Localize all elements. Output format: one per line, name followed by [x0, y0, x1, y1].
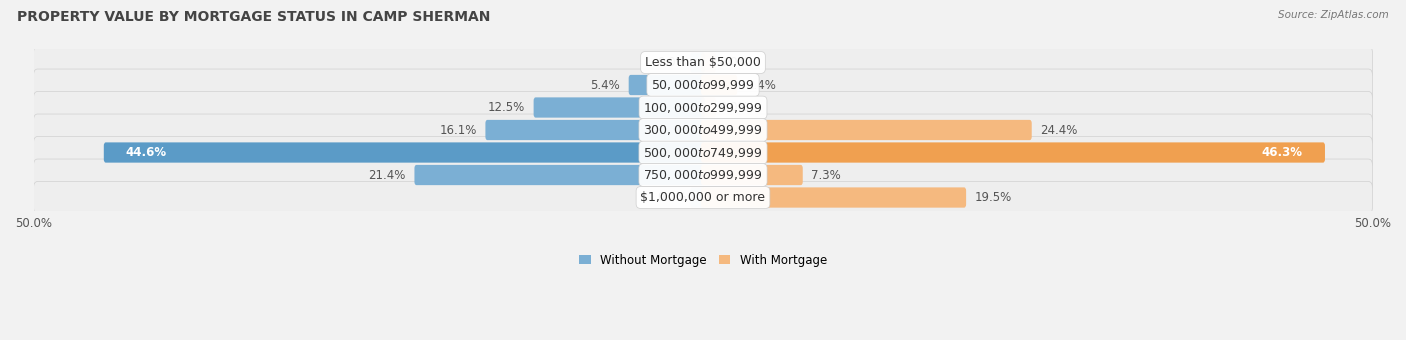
Text: 19.5%: 19.5% [974, 191, 1012, 204]
FancyBboxPatch shape [702, 52, 716, 73]
Text: 0.0%: 0.0% [718, 101, 748, 114]
FancyBboxPatch shape [104, 142, 704, 163]
Text: $1,000,000 or more: $1,000,000 or more [641, 191, 765, 204]
Text: 46.3%: 46.3% [1261, 146, 1303, 159]
FancyBboxPatch shape [702, 75, 737, 95]
Text: Source: ZipAtlas.com: Source: ZipAtlas.com [1278, 10, 1389, 20]
Text: 0.0%: 0.0% [658, 56, 688, 69]
Legend: Without Mortgage, With Mortgage: Without Mortgage, With Mortgage [579, 254, 827, 267]
FancyBboxPatch shape [34, 69, 1372, 101]
Text: 5.4%: 5.4% [591, 79, 620, 91]
Text: 21.4%: 21.4% [368, 169, 406, 182]
FancyBboxPatch shape [702, 187, 966, 208]
FancyBboxPatch shape [628, 75, 704, 95]
Text: 2.4%: 2.4% [745, 79, 776, 91]
Text: $500,000 to $749,999: $500,000 to $749,999 [644, 146, 762, 159]
FancyBboxPatch shape [702, 120, 1032, 140]
FancyBboxPatch shape [415, 165, 704, 185]
FancyBboxPatch shape [702, 97, 716, 118]
FancyBboxPatch shape [34, 47, 1372, 79]
Text: $300,000 to $499,999: $300,000 to $499,999 [644, 123, 762, 137]
FancyBboxPatch shape [34, 137, 1372, 169]
Text: $50,000 to $99,999: $50,000 to $99,999 [651, 78, 755, 92]
FancyBboxPatch shape [702, 165, 803, 185]
FancyBboxPatch shape [34, 159, 1372, 191]
Text: Less than $50,000: Less than $50,000 [645, 56, 761, 69]
FancyBboxPatch shape [485, 120, 704, 140]
FancyBboxPatch shape [534, 97, 704, 118]
Text: 24.4%: 24.4% [1040, 123, 1078, 136]
Text: 12.5%: 12.5% [488, 101, 524, 114]
Text: 0.0%: 0.0% [718, 56, 748, 69]
FancyBboxPatch shape [690, 187, 704, 208]
Text: 0.0%: 0.0% [658, 191, 688, 204]
FancyBboxPatch shape [34, 91, 1372, 123]
Text: 7.3%: 7.3% [811, 169, 841, 182]
FancyBboxPatch shape [34, 182, 1372, 214]
Text: $750,000 to $999,999: $750,000 to $999,999 [644, 168, 762, 182]
FancyBboxPatch shape [690, 52, 704, 73]
FancyBboxPatch shape [34, 114, 1372, 146]
Text: 44.6%: 44.6% [127, 146, 167, 159]
FancyBboxPatch shape [702, 142, 1324, 163]
Text: $100,000 to $299,999: $100,000 to $299,999 [644, 101, 762, 115]
Text: PROPERTY VALUE BY MORTGAGE STATUS IN CAMP SHERMAN: PROPERTY VALUE BY MORTGAGE STATUS IN CAM… [17, 10, 491, 24]
Text: 16.1%: 16.1% [439, 123, 477, 136]
